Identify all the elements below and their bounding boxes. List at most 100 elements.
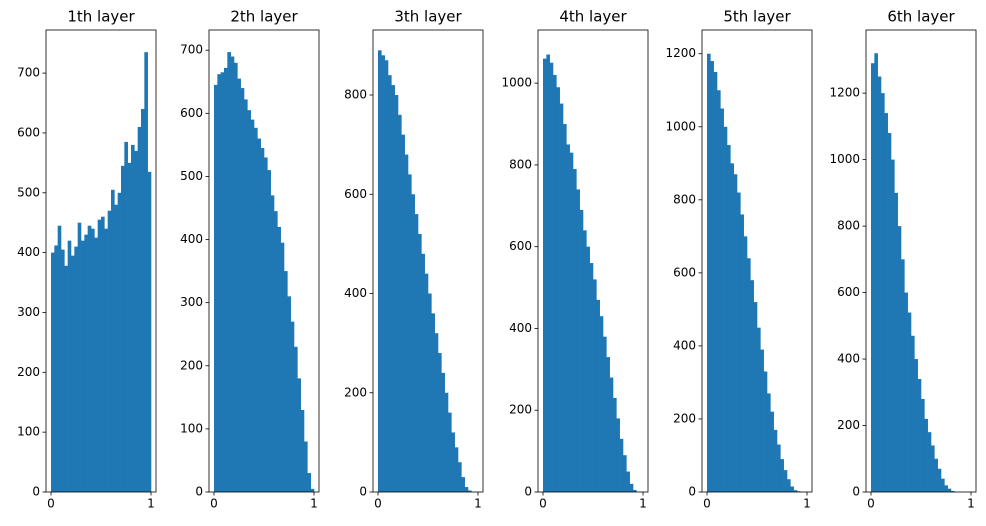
bar bbox=[753, 302, 758, 492]
bar bbox=[448, 412, 452, 492]
bar bbox=[104, 228, 108, 492]
y-tick-label: 700 bbox=[180, 43, 203, 57]
bar bbox=[411, 194, 415, 492]
bar bbox=[884, 113, 888, 492]
bar bbox=[418, 233, 422, 492]
y-tick-label: 1000 bbox=[501, 76, 532, 90]
subplot: 4th layer 0 200 400 600 800 1000 0 1 bbox=[501, 8, 649, 511]
y-tick-label: 200 bbox=[837, 418, 860, 432]
bar bbox=[280, 242, 285, 492]
bar bbox=[576, 189, 580, 492]
bar bbox=[569, 152, 574, 493]
bar bbox=[468, 490, 472, 492]
subplot-title: 6th layer bbox=[887, 8, 955, 26]
y-tick-label: 1200 bbox=[829, 86, 860, 100]
bar bbox=[454, 447, 459, 492]
y-tick-label: 800 bbox=[509, 157, 532, 171]
bar bbox=[917, 378, 922, 492]
bar bbox=[230, 56, 235, 492]
bar bbox=[871, 63, 875, 492]
bar bbox=[94, 237, 98, 492]
bar bbox=[451, 432, 455, 492]
bar bbox=[114, 204, 118, 493]
bar bbox=[874, 53, 878, 493]
axes-frame bbox=[45, 29, 157, 493]
y-tick-label: 400 bbox=[673, 338, 696, 352]
y-tick-label: 600 bbox=[344, 187, 367, 201]
bar bbox=[141, 108, 145, 493]
bar bbox=[398, 114, 402, 492]
bar bbox=[927, 432, 932, 492]
bar bbox=[613, 397, 617, 492]
bar bbox=[401, 134, 405, 492]
bar bbox=[220, 72, 225, 492]
y-tick-label: 200 bbox=[344, 385, 367, 399]
bar bbox=[57, 225, 62, 492]
bar bbox=[901, 259, 905, 492]
bar bbox=[944, 485, 948, 492]
bar bbox=[144, 52, 148, 492]
bar bbox=[931, 445, 935, 492]
bar bbox=[304, 441, 308, 492]
y-tick-label: 0 bbox=[195, 485, 203, 499]
bar bbox=[887, 133, 892, 493]
bar bbox=[297, 378, 301, 492]
subplot-title: 4th layer bbox=[559, 8, 627, 26]
bar bbox=[770, 411, 774, 492]
bar bbox=[441, 372, 445, 492]
axes-frame bbox=[865, 29, 977, 493]
bar bbox=[911, 335, 915, 492]
subplot: 3th layer 0 200 400 600 800 0 1 bbox=[344, 8, 484, 511]
bar bbox=[107, 210, 112, 492]
bar bbox=[74, 246, 78, 492]
bar bbox=[461, 477, 465, 492]
bar bbox=[414, 214, 419, 492]
x-tick-label: 1 bbox=[803, 497, 811, 511]
bar bbox=[290, 321, 295, 492]
bar bbox=[737, 192, 741, 493]
bar bbox=[740, 214, 744, 492]
bar bbox=[593, 279, 597, 492]
bar bbox=[408, 174, 412, 493]
x-tick-label: 1 bbox=[967, 497, 975, 511]
x-tick-label: 1 bbox=[310, 497, 318, 511]
bar bbox=[378, 50, 382, 493]
bar bbox=[750, 280, 754, 492]
bar bbox=[914, 359, 918, 492]
bar bbox=[434, 333, 439, 492]
bar bbox=[904, 292, 908, 492]
bar bbox=[300, 409, 305, 492]
bar bbox=[274, 211, 278, 492]
bar bbox=[924, 418, 928, 492]
bar bbox=[277, 226, 281, 492]
axes-frame bbox=[372, 29, 484, 493]
bar bbox=[124, 141, 128, 492]
bar bbox=[767, 393, 771, 492]
bar bbox=[464, 487, 469, 492]
y-tick-label: 400 bbox=[17, 245, 40, 259]
bar bbox=[629, 483, 634, 492]
y-tick-label: 1200 bbox=[665, 46, 696, 60]
bar bbox=[438, 353, 442, 492]
bar bbox=[227, 52, 231, 493]
bar bbox=[147, 171, 152, 492]
bar bbox=[717, 90, 721, 493]
y-tick-label: 600 bbox=[180, 106, 203, 120]
bar bbox=[720, 108, 724, 493]
subplot-title: 1th layer bbox=[67, 8, 135, 26]
bar bbox=[121, 165, 125, 492]
subplot-title: 5th layer bbox=[723, 8, 791, 26]
y-tick-label: 600 bbox=[837, 285, 860, 299]
bar bbox=[131, 144, 135, 492]
y-tick-label: 300 bbox=[180, 295, 203, 309]
bar bbox=[743, 236, 748, 492]
bar bbox=[783, 470, 788, 492]
y-tick-label: 1000 bbox=[665, 119, 696, 133]
y-tick-label: 200 bbox=[509, 403, 532, 417]
y-tick-label: 0 bbox=[688, 485, 696, 499]
y-tick-label: 400 bbox=[837, 352, 860, 366]
y-tick-label: 200 bbox=[17, 365, 40, 379]
y-tick-label: 200 bbox=[673, 411, 696, 425]
bar bbox=[84, 234, 88, 492]
x-tick-label: 0 bbox=[374, 497, 382, 511]
